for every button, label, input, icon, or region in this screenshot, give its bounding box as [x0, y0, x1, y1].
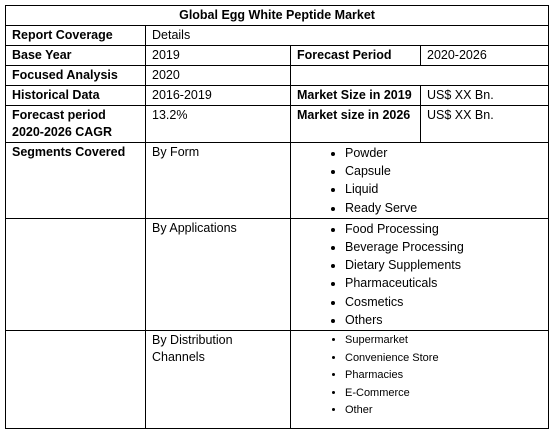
row-label: Segments Covered	[5, 142, 146, 219]
segment-item: Pharmaceuticals	[345, 274, 542, 292]
cell: 2016-2019	[145, 85, 291, 106]
segment-list: PowderCapsuleLiquidReady Serve	[297, 144, 542, 217]
segment-list: SupermarketConvenience StorePharmaciesE-…	[297, 332, 542, 420]
cell: 13.2%	[145, 105, 291, 143]
segment-item: Beverage Processing	[345, 238, 542, 256]
row-label: Focused Analysis	[5, 65, 146, 86]
row-label: Forecast Period	[290, 45, 421, 66]
segment-item: Cosmetics	[345, 293, 542, 311]
segment-list-cell: PowderCapsuleLiquidReady Serve	[289, 142, 550, 219]
cell: 2020-2026	[419, 45, 550, 66]
segment-label: By Distribution Channels	[145, 330, 291, 429]
cell: US$ XX Bn.	[419, 105, 550, 143]
segment-list: Food ProcessingBeverage ProcessingDietar…	[297, 220, 542, 329]
segment-label: By Form	[145, 142, 291, 219]
row-label: Historical Data	[5, 85, 146, 106]
segment-item: Food Processing	[345, 220, 542, 238]
segment-item: Supermarket	[345, 332, 542, 350]
row-label: Market Size in 2019	[290, 85, 421, 106]
cell	[289, 65, 550, 86]
cell	[5, 217, 146, 332]
row-label: Market size in 2026	[290, 105, 421, 143]
segment-item: E-Commerce	[345, 385, 542, 403]
segment-item: Liquid	[345, 180, 542, 198]
segment-item: Powder	[345, 144, 542, 162]
cell	[5, 330, 146, 429]
cell: 2019	[145, 45, 291, 66]
cell: 2020	[145, 65, 291, 86]
segment-item: Convenience Store	[345, 350, 542, 368]
segment-item: Dietary Supplements	[345, 256, 542, 274]
cell: US$ XX Bn.	[419, 85, 550, 106]
segment-item: Pharmacies	[345, 367, 542, 385]
row-label: Base Year	[5, 45, 146, 66]
row-label: Forecast period 2020-2026 CAGR	[5, 105, 146, 143]
segment-item: Others	[345, 311, 542, 329]
market-table: Global Egg White Peptide Market Report C…	[4, 5, 550, 429]
segment-label: By Applications	[145, 217, 291, 332]
table-title: Global Egg White Peptide Market	[4, 5, 550, 26]
segment-item: Capsule	[345, 162, 542, 180]
row-label: Report Coverage	[5, 25, 146, 46]
segment-list-cell: SupermarketConvenience StorePharmaciesE-…	[289, 330, 550, 429]
segment-item: Ready Serve	[345, 199, 542, 217]
segment-list-cell: Food ProcessingBeverage ProcessingDietar…	[289, 217, 550, 332]
segment-item: Other	[345, 402, 542, 420]
cell: Details	[144, 25, 550, 46]
